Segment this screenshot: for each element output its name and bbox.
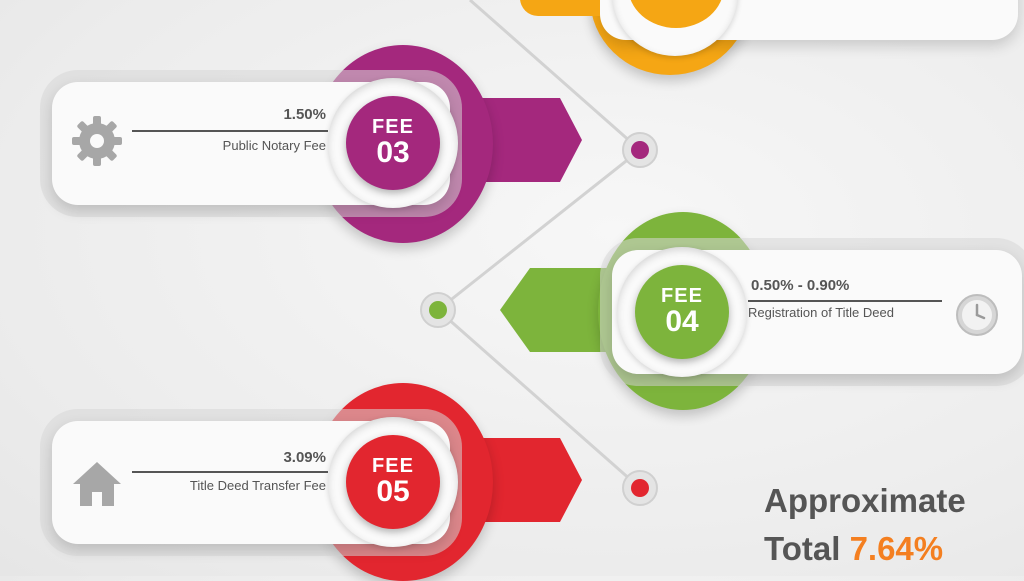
- node-05: [622, 470, 658, 506]
- fee-03-prefix: FEE: [372, 116, 414, 138]
- fee-04-label: Registration of Title Deed: [748, 305, 894, 320]
- tab-top: [520, 0, 600, 16]
- fee-03-label: Public Notary Fee: [222, 138, 326, 153]
- total-label: Total: [764, 530, 841, 567]
- fee-03-badge: FEE 03: [346, 96, 440, 190]
- arrow-tab-03: [480, 98, 582, 182]
- total-heading: Approximate: [764, 482, 966, 519]
- fee-05-label: Title Deed Transfer Fee: [189, 478, 326, 493]
- fee-03-percent: 1.50%: [283, 106, 326, 123]
- house-icon: [73, 462, 121, 506]
- node-04: [420, 292, 456, 328]
- fee-04-percent: 0.50% - 0.90%: [751, 277, 850, 294]
- fee-04-rule: [748, 300, 942, 302]
- fee-05-prefix: FEE: [372, 455, 414, 477]
- fee-04-badge: FEE 04: [635, 265, 729, 359]
- total-line: Total 7.64%: [764, 530, 943, 568]
- node-03: [622, 132, 658, 168]
- arrow-tab-05: [480, 438, 582, 522]
- gear-icon: [72, 116, 122, 166]
- fee-03-rule: [132, 130, 328, 132]
- total-value: 7.64%: [849, 530, 944, 567]
- fee-05-number: 05: [376, 475, 410, 508]
- fee-05-rule: [132, 471, 328, 473]
- clock-icon: [956, 294, 998, 336]
- fee-05-percent: 3.09%: [283, 449, 326, 466]
- fee-04-number: 04: [665, 305, 699, 338]
- fee-04-prefix: FEE: [661, 285, 703, 307]
- fee-05-badge: FEE 05: [346, 435, 440, 529]
- arrow-tab-04: [500, 268, 610, 352]
- fee-03-number: 03: [376, 136, 410, 169]
